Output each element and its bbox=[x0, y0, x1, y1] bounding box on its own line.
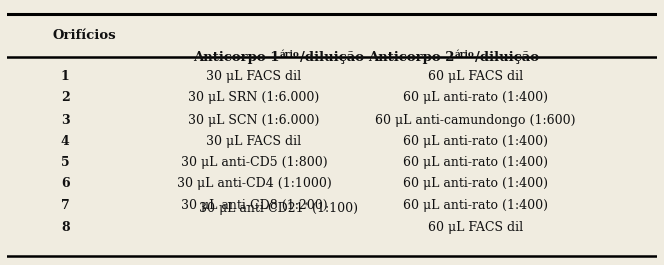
Text: 30 μL SRN (1:6.000): 30 μL SRN (1:6.000) bbox=[189, 91, 319, 104]
Text: 6: 6 bbox=[61, 177, 70, 190]
Text: 60 μL anti-rato (1:400): 60 μL anti-rato (1:400) bbox=[402, 135, 548, 148]
Text: Anticorpo 2: Anticorpo 2 bbox=[369, 51, 455, 64]
Text: 30 μL anti-CD8 (1:200): 30 μL anti-CD8 (1:200) bbox=[181, 199, 327, 212]
Text: 60 μL anti-rato (1:400): 60 μL anti-rato (1:400) bbox=[402, 199, 548, 212]
Text: Anticorpo 1: Anticorpo 1 bbox=[193, 51, 280, 64]
Text: 8: 8 bbox=[61, 221, 70, 234]
Text: 30 μL FACS dil: 30 μL FACS dil bbox=[207, 135, 301, 148]
Text: 7: 7 bbox=[61, 199, 70, 212]
Text: 5: 5 bbox=[61, 156, 70, 169]
Text: 2: 2 bbox=[61, 91, 70, 104]
Text: 60 μL FACS dil: 60 μL FACS dil bbox=[428, 221, 523, 234]
Text: 30 μL anti-CD21: 30 μL anti-CD21 bbox=[199, 202, 303, 215]
Text: Orifícios: Orifícios bbox=[52, 29, 116, 42]
Text: 60 μL anti-rato (1:400): 60 μL anti-rato (1:400) bbox=[402, 91, 548, 104]
Text: 1: 1 bbox=[61, 70, 70, 83]
Text: 30 μL FACS dil: 30 μL FACS dil bbox=[207, 70, 301, 83]
Text: *: * bbox=[303, 201, 308, 209]
Text: 30 μL anti-CD5 (1:800): 30 μL anti-CD5 (1:800) bbox=[181, 156, 327, 169]
Text: ário: ário bbox=[455, 50, 475, 59]
Text: 60 μL anti-camundongo (1:600): 60 μL anti-camundongo (1:600) bbox=[375, 114, 576, 127]
Text: /diluição: /diluição bbox=[475, 51, 539, 64]
Text: 60 μL anti-rato (1:400): 60 μL anti-rato (1:400) bbox=[402, 177, 548, 190]
Text: (1:100): (1:100) bbox=[308, 202, 358, 215]
Text: ário: ário bbox=[280, 50, 299, 59]
Text: /diluição: /diluição bbox=[299, 51, 364, 64]
Text: 4: 4 bbox=[61, 135, 70, 148]
Text: 30 μL SCN (1:6.000): 30 μL SCN (1:6.000) bbox=[188, 114, 319, 127]
Text: 60 μL FACS dil: 60 μL FACS dil bbox=[428, 70, 523, 83]
Text: 3: 3 bbox=[61, 114, 70, 127]
Text: 30 μL anti-CD4 (1:1000): 30 μL anti-CD4 (1:1000) bbox=[177, 177, 331, 190]
Text: 60 μL anti-rato (1:400): 60 μL anti-rato (1:400) bbox=[402, 156, 548, 169]
